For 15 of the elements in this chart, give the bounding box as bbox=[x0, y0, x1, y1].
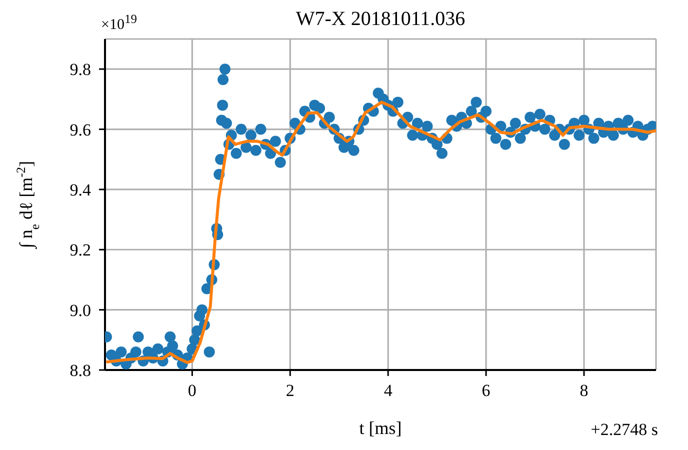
x-tick-label: 0 bbox=[188, 381, 196, 400]
x-tick-label: 8 bbox=[580, 381, 588, 400]
text: ×10$^{19}$ bbox=[101, 12, 137, 34]
y-tick-label: 9.8 bbox=[70, 60, 91, 80]
chart-title: W7-X 20181011.036 bbox=[296, 8, 466, 30]
text: +2.2748 s bbox=[590, 420, 658, 440]
x-axis-title: t [ms] bbox=[359, 418, 402, 438]
y-tick-label: 9.4 bbox=[70, 180, 92, 200]
x-tick-label: 6 bbox=[482, 381, 490, 400]
y-tick-label: 9.0 bbox=[70, 300, 91, 320]
y-tick-label: 9.2 bbox=[70, 240, 91, 260]
x-tick-label: 4 bbox=[384, 381, 393, 400]
y-tick-label: 8.8 bbox=[70, 361, 91, 380]
y-tick-label: 9.6 bbox=[70, 120, 91, 140]
x-tick-label: 2 bbox=[286, 381, 294, 400]
